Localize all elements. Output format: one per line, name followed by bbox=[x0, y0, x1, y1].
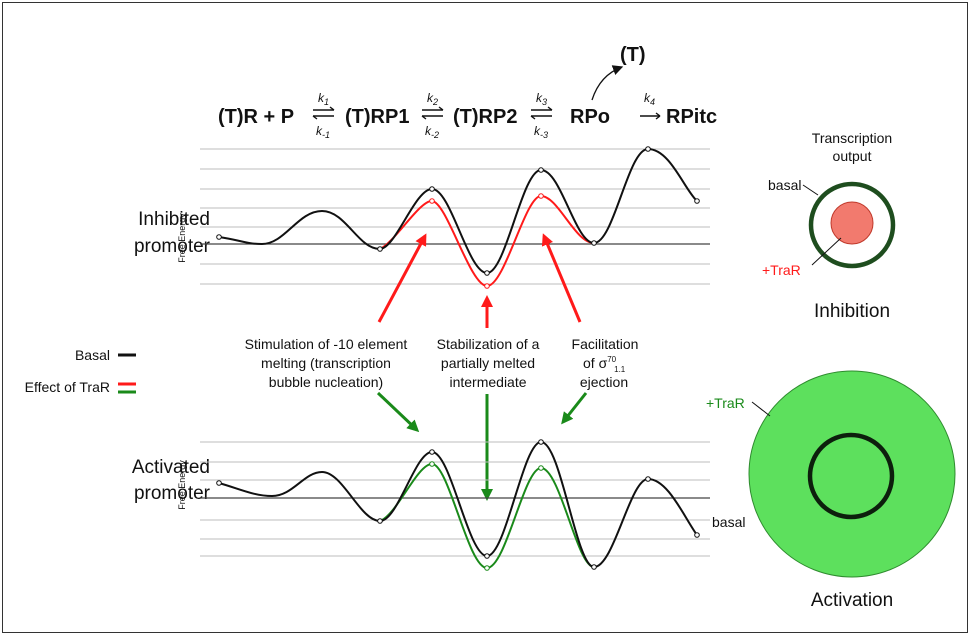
activated-label-line2: promoter bbox=[134, 483, 211, 504]
inhibition-traR-label: +TraR bbox=[762, 262, 801, 278]
rate-k1: k1 bbox=[318, 91, 329, 107]
annotations: Stimulation of -10 element melting (tran… bbox=[245, 336, 639, 390]
inhibition-arrows bbox=[377, 233, 582, 328]
activation-traR-label: +TraR bbox=[706, 395, 745, 411]
legend: Basal Effect of TraR bbox=[25, 347, 136, 395]
legend-effect-label: Effect of TraR bbox=[25, 379, 110, 395]
rate-k-3: k-3 bbox=[534, 124, 548, 140]
annotation-3-line3: ejection bbox=[580, 374, 628, 390]
final-arrow bbox=[640, 112, 661, 120]
activation-traR-disc bbox=[748, 370, 956, 578]
inhibition-basal-pointer bbox=[802, 184, 819, 196]
activated-gridlines bbox=[200, 441, 710, 557]
green-arrow-3 bbox=[561, 392, 588, 425]
inhibited-basal-curve bbox=[218, 147, 698, 275]
activation-traR-pointer bbox=[751, 401, 771, 417]
annotation-1-line1: Stimulation of -10 element bbox=[245, 336, 408, 352]
inhibited-gridlines bbox=[200, 148, 710, 285]
inhibited-effect-markers bbox=[429, 193, 544, 289]
activation-caption: Activation bbox=[811, 590, 893, 611]
ejection-arrow bbox=[591, 65, 624, 101]
annotation-2-line3: intermediate bbox=[449, 374, 526, 390]
inhibition-caption: Inhibition bbox=[814, 301, 890, 322]
inhibition-basal-label: basal bbox=[768, 177, 801, 193]
scheme-term-5: RPitc bbox=[666, 106, 717, 128]
scheme-branch-T: (T) bbox=[620, 44, 646, 66]
rate-k4: k4 bbox=[644, 91, 655, 107]
scheme-term-3: (T)RP2 bbox=[453, 106, 517, 128]
scheme-term-4: RPo bbox=[570, 106, 610, 128]
output-title-line2: output bbox=[833, 148, 872, 164]
annotation-2-line2: partially melted bbox=[441, 355, 535, 371]
rate-k-2: k-2 bbox=[425, 124, 439, 140]
annotation-1-line3: bubble nucleation) bbox=[269, 374, 383, 390]
inhibition-output: Transcription output basal +TraR Inhibit… bbox=[762, 130, 896, 322]
annotation-2-line1: Stabilization of a bbox=[437, 336, 540, 352]
green-arrow-1 bbox=[376, 391, 420, 433]
equilibrium-arrow-2 bbox=[421, 106, 444, 120]
rate-k3: k3 bbox=[536, 91, 547, 107]
kinetic-scheme: (T)R + P (T)RP1 (T)RP2 RPo RPitc (T) k1 … bbox=[218, 44, 717, 140]
activation-arrows bbox=[376, 391, 588, 501]
activated-label-line1: Activated bbox=[132, 457, 210, 478]
annotation-1-line2: melting (transcription bbox=[261, 355, 391, 371]
rate-k2: k2 bbox=[427, 91, 438, 107]
inhibited-state-markers bbox=[216, 146, 700, 276]
activated-axis-label: Free Energy bbox=[177, 460, 187, 510]
activated-basal-label: basal bbox=[712, 514, 745, 530]
red-arrow-1 bbox=[377, 233, 427, 323]
equilibrium-arrow-3 bbox=[530, 106, 553, 120]
rate-k-1: k-1 bbox=[316, 124, 330, 140]
activated-basal-curve bbox=[218, 440, 698, 569]
inhibited-axis-label: Free Energy bbox=[177, 213, 187, 263]
activated-state-markers bbox=[216, 439, 700, 570]
annotation-3-line1: Facilitation bbox=[572, 336, 639, 352]
activated-panel: Activated promoter Free Energy bbox=[132, 439, 745, 571]
inhibition-traR-disc bbox=[830, 201, 874, 245]
scheme-term-1: (T)R + P bbox=[218, 106, 294, 128]
activated-effect-markers bbox=[429, 461, 544, 571]
annotation-3-line2: of σ70 1.1 bbox=[583, 355, 626, 374]
equilibrium-arrow-1 bbox=[312, 106, 335, 120]
inhibited-label-line2: promoter bbox=[134, 236, 211, 257]
activation-output: +TraR Activation bbox=[706, 370, 956, 611]
inhibited-panel: Inhibited promoter Free Energy bbox=[134, 146, 710, 289]
red-arrow-3 bbox=[541, 233, 582, 323]
scheme-term-2: (T)RP1 bbox=[345, 106, 409, 128]
legend-basal-label: Basal bbox=[75, 347, 110, 363]
activation-basal-ring bbox=[807, 432, 895, 520]
inhibition-traR-pointer bbox=[811, 237, 842, 266]
output-title-line1: Transcription bbox=[812, 130, 892, 146]
inhibited-label-line1: Inhibited bbox=[138, 209, 210, 230]
